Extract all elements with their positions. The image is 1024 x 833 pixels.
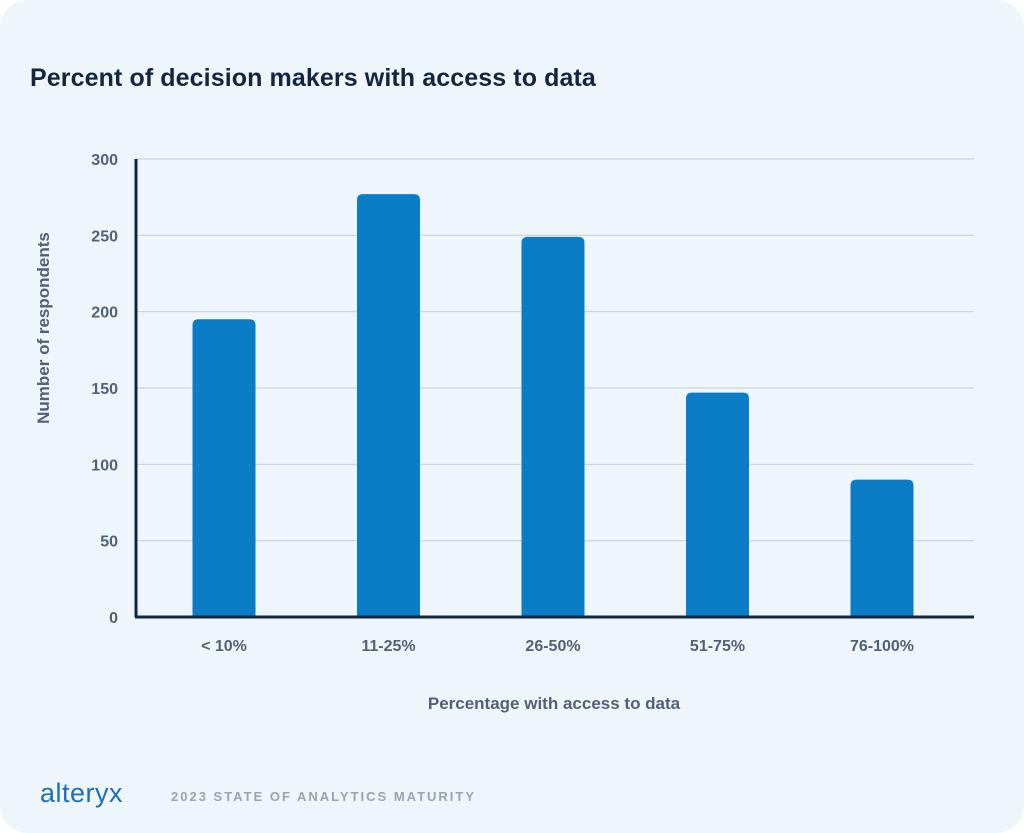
- bar-1: [192, 319, 256, 617]
- x-tick-label: 51-75%: [690, 638, 745, 655]
- y-tick-label: 50: [100, 534, 118, 551]
- x-tick-label: < 10%: [201, 638, 247, 655]
- x-tick-label: 26-50%: [525, 638, 580, 655]
- y-tick-label: 0: [109, 610, 118, 627]
- y-tick-label: 150: [91, 381, 118, 398]
- alteryx-logo: alteryx: [40, 778, 124, 808]
- bar-4: [686, 392, 749, 617]
- bar-5: [850, 479, 914, 617]
- x-tick-label: 76-100%: [850, 638, 914, 655]
- x-tick-label: 11-25%: [361, 638, 415, 655]
- chart-title: Percent of decision makers with access t…: [30, 64, 596, 92]
- bar-2: [357, 194, 420, 617]
- x-axis-title: Percentage with access to data: [428, 694, 681, 713]
- y-axis-title: Number of respondents: [34, 232, 53, 424]
- bar-3: [521, 236, 585, 618]
- x-tick-labels: < 10% 11-25% 26-50% 51-75% 76-100%: [201, 638, 914, 655]
- footer-report-name: 2023 STATE OF ANALYTICS MATURITY: [171, 789, 477, 804]
- y-tick-label: 300: [91, 152, 118, 169]
- bars: [192, 194, 914, 618]
- y-tick-labels: 0 50 100 150 200 250 300: [91, 152, 118, 627]
- y-tick-label: 100: [91, 457, 118, 474]
- y-tick-label: 250: [91, 228, 118, 245]
- y-tick-label: 200: [91, 305, 118, 322]
